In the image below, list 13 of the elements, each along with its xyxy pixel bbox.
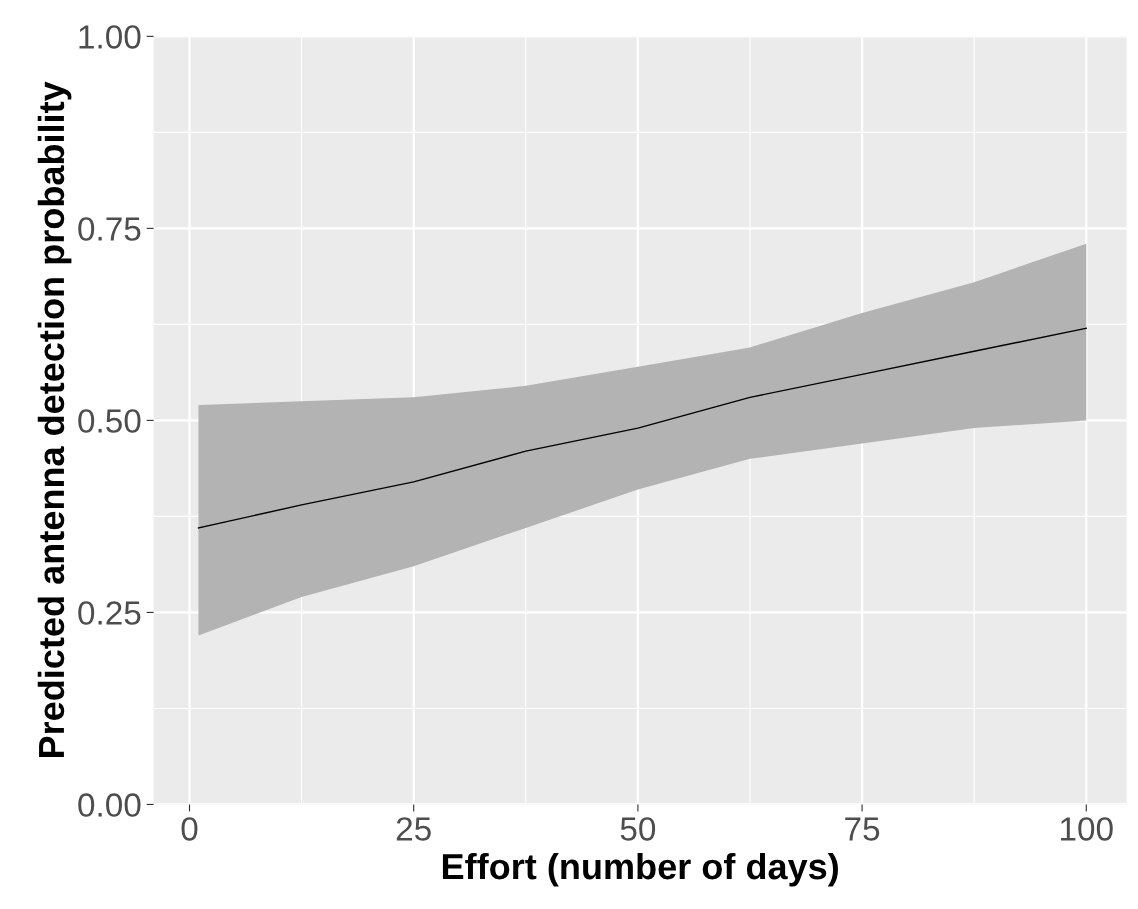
x-tick-label: 25 xyxy=(396,817,431,841)
y-tick-label: 0.50 xyxy=(78,409,141,433)
x-tick-label: 50 xyxy=(620,817,656,841)
x-tick-label: 0 xyxy=(181,817,198,841)
y-tick-label: 0.75 xyxy=(78,217,141,241)
x-tick-label: 75 xyxy=(845,817,880,841)
x-tick-label: 100 xyxy=(1061,817,1113,841)
line-series xyxy=(197,327,1087,529)
y-axis-title: Predicted antenna detection probability xyxy=(37,81,72,758)
x-axis-title: Effort (number of days) xyxy=(442,852,838,887)
y-tick-label: 0.25 xyxy=(78,601,141,625)
y-tick-label: 0.00 xyxy=(78,793,141,817)
y-tick-label: 1.00 xyxy=(79,25,141,49)
